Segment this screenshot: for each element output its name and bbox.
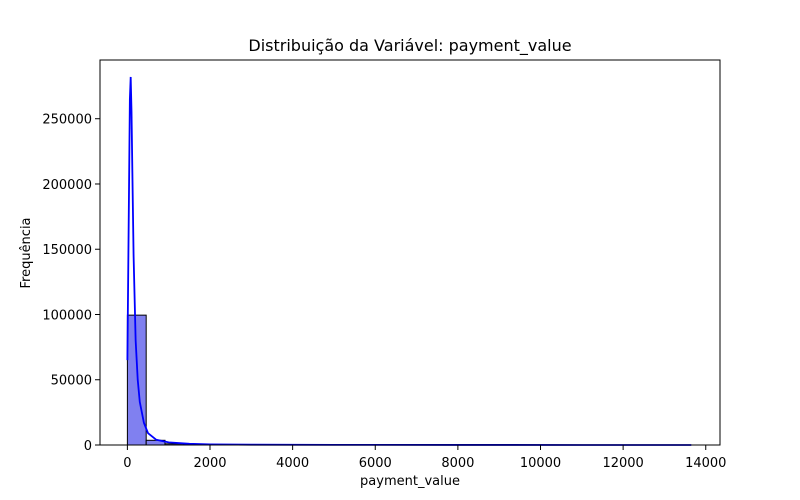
x-tick-label-4: 8000 xyxy=(441,456,474,471)
x-tick-label-2: 4000 xyxy=(276,456,309,471)
x-axis-ticks: 0 2000 4000 6000 8000 10000 12000 14000 xyxy=(123,445,726,471)
plot-area-frame xyxy=(99,59,721,446)
x-tick-label-7: 14000 xyxy=(685,456,726,471)
x-tick-label-0: 0 xyxy=(123,456,131,471)
histogram-bar-0 xyxy=(126,314,147,446)
x-axis-label: payment_value xyxy=(360,474,460,489)
y-axis-ticks: 0 50000 100000 150000 200000 250000 xyxy=(42,113,100,454)
x-tick-label-5: 10000 xyxy=(520,456,561,471)
chart-title: Distribuição da Variável: payment_value xyxy=(248,36,571,56)
y-tick-label-0: 0 xyxy=(84,439,92,454)
x-tick-label-6: 12000 xyxy=(602,456,643,471)
y-tick-label-4: 200000 xyxy=(42,178,92,193)
x-tick-label-3: 6000 xyxy=(359,456,392,471)
y-axis-label: Frequência xyxy=(19,217,34,288)
x-tick-label-1: 2000 xyxy=(193,456,226,471)
y-tick-label-1: 50000 xyxy=(51,374,92,389)
y-tick-label-2: 100000 xyxy=(42,308,92,323)
y-tick-label-5: 250000 xyxy=(42,113,92,128)
y-tick-label-3: 150000 xyxy=(42,243,92,258)
